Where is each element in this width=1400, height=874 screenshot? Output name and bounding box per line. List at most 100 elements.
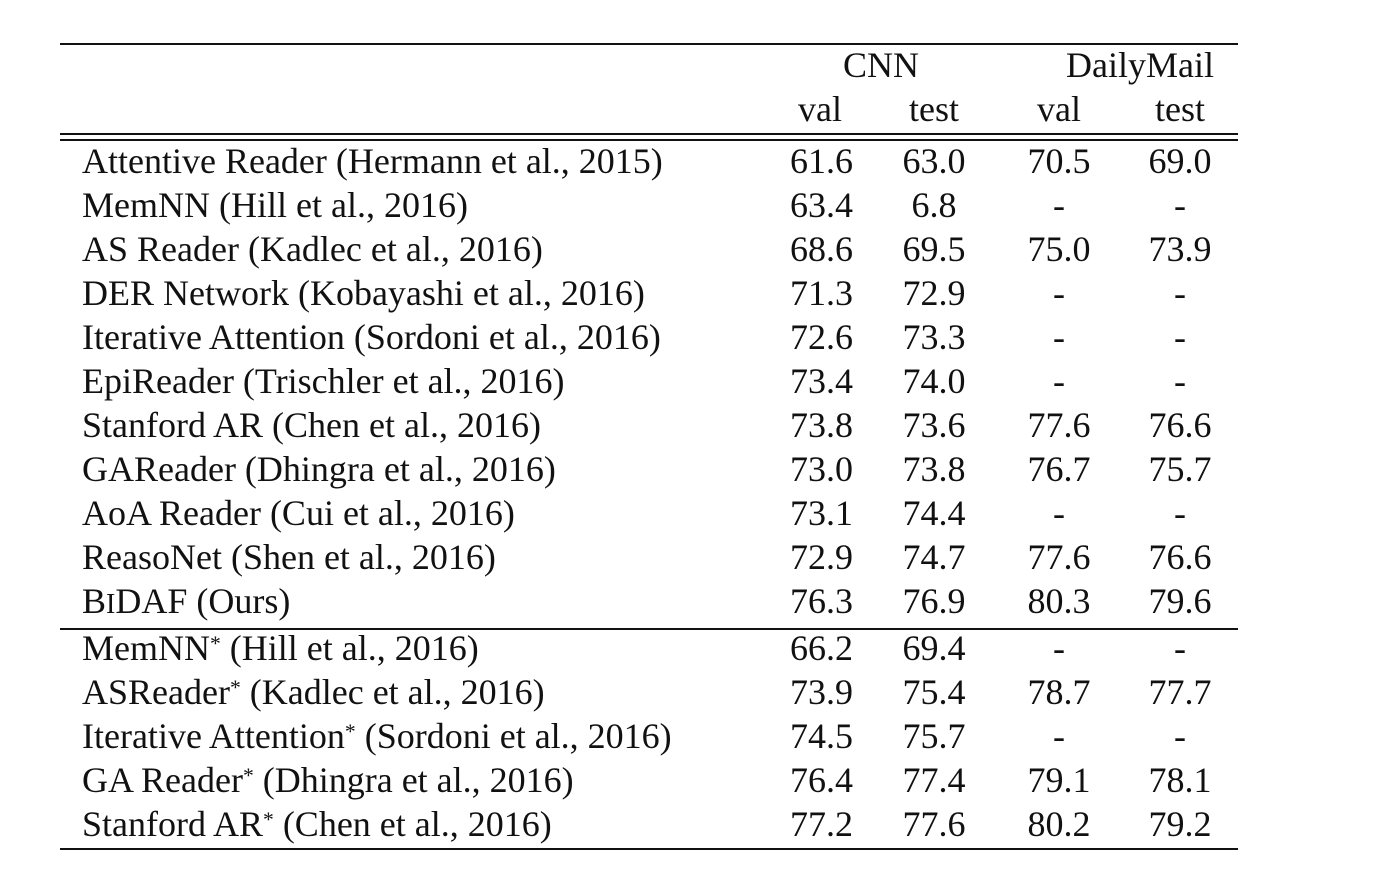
header-cnn-test: test	[909, 89, 959, 129]
ensemble-results-body: MemNN* (Hill et al., 2016) 66.2 69.4- - ASRe…	[60, 626, 1238, 846]
dm-test-cell: 77.7	[1148, 672, 1212, 712]
dm-val-cell: -	[1053, 185, 1066, 225]
table-row-ensemble: Iterative Attention* (Sordoni et al., 20…	[60, 714, 1238, 758]
model-name-cell: AS Reader (Kadlec et al., 2016)	[82, 229, 543, 269]
table-row: Iterative Attention (Sordoni et al., 201…	[60, 315, 1238, 359]
bottom-rule	[60, 848, 1238, 850]
cnn-test-ours: 76.9	[902, 581, 966, 621]
model-name: Stanford AR	[82, 804, 264, 844]
cnn-val-cell: 73.0	[790, 449, 853, 489]
dm-test-cell: -	[1174, 716, 1187, 756]
dm-val-cell: -	[1053, 273, 1066, 313]
table-row: AS Reader (Kadlec et al., 2016) 68.6 69.5 7…	[60, 227, 1238, 271]
cnn-val-cell: 63.4	[790, 185, 853, 225]
dm-val-cell: 76.7	[1027, 449, 1091, 489]
table-row-ensemble: MemNN* (Hill et al., 2016) 66.2 69.4- -	[60, 626, 1238, 670]
model-name-rest: DAF (Ours)	[115, 580, 291, 621]
dm-test-cell: 73.9	[1148, 229, 1212, 269]
header-cnn: CNN	[843, 45, 920, 85]
results-table: CNN DailyMail val test val test Attentiv…	[60, 43, 1238, 846]
model-name-cell: Iterative Attention (Sordoni et al., 201…	[82, 317, 661, 357]
cnn-test-cell: 73.8	[902, 449, 966, 489]
dm-test-cell: 69.0	[1148, 141, 1212, 181]
dm-val-cell: 75.0	[1027, 229, 1091, 269]
dm-val-cell: -	[1053, 493, 1066, 533]
table-row: Stanford AR (Chen et al., 2016) 73.8 73.6 7…	[60, 403, 1238, 447]
model-name-cell: ReasoNet (Shen et al., 2016)	[82, 537, 496, 577]
model-name-cell: ASReader* (Kadlec et al., 2016)	[60, 670, 790, 714]
top-rule	[60, 43, 1238, 45]
header-double-rule-bottom	[60, 139, 1238, 141]
ensemble-divider-rule	[60, 628, 1238, 630]
dm-val-cell: 80.2	[1027, 804, 1091, 844]
header-model-blank	[60, 43, 790, 87]
ensemble-marker: *	[242, 763, 254, 788]
cnn-test-cell: 73.6	[902, 405, 966, 445]
cnn-val-cell: 77.2	[790, 804, 853, 844]
cnn-val-cell: 66.2	[790, 628, 853, 668]
model-name-cell: MemNN (Hill et al., 2016)	[82, 185, 468, 225]
model-name-cell: AoA Reader (Cui et al., 2016)	[82, 493, 515, 533]
cnn-val-cell: 68.6	[790, 229, 853, 269]
dm-test-ours: 79.6	[1148, 581, 1212, 621]
dm-test-cell: 75.7	[1148, 449, 1212, 489]
main-results-body: Attentive Reader (Hermann et al., 2015) 6…	[60, 139, 1238, 579]
table-row-ensemble: GA Reader* (Dhingra et al., 2016) 76.4 77.…	[60, 758, 1238, 802]
cnn-val-cell: 73.4	[790, 361, 853, 401]
model-citation: (Hill et al., 2016)	[220, 628, 479, 668]
dm-test-cell: 76.6	[1148, 405, 1212, 445]
table-row: MemNN (Hill et al., 2016) 63.4 6.8 - -	[60, 183, 1238, 227]
cnn-test-cell: 74.7	[902, 537, 966, 577]
dm-val-cell: -	[1053, 628, 1066, 668]
cnn-val-cell: 74.5	[790, 716, 853, 756]
cnn-val-cell: 72.6	[790, 317, 853, 357]
ensemble-marker: *	[210, 631, 221, 656]
ensemble-marker: *	[229, 675, 241, 700]
cnn-test-cell: 63.0	[902, 141, 966, 181]
model-name-cell: GAReader (Dhingra et al., 2016)	[82, 449, 556, 489]
cnn-test-cell: 74.0	[902, 361, 966, 401]
cnn-test-cell: 74.4	[902, 493, 966, 533]
table-row: Attentive Reader (Hermann et al., 2015) 6…	[60, 139, 1238, 183]
ours-body: BIDAF (Ours) 76.3 76.9 80.3 79.6	[60, 579, 1238, 626]
model-name-cell: Attentive Reader (Hermann et al., 2015)	[82, 141, 663, 181]
table-row-ensemble: ASReader* (Kadlec et al., 2016) 73.9 75.4 7…	[60, 670, 1238, 714]
model-name-cell: Iterative Attention* (Sordoni et al., 20…	[60, 714, 790, 758]
dm-test-cell: -	[1174, 361, 1187, 401]
model-name-cell: Stanford AR* (Chen et al., 2016)	[60, 802, 790, 846]
table-row: AoA Reader (Cui et al., 2016) 73.1 74.4 - -	[60, 491, 1238, 535]
cnn-test-cell: 73.3	[902, 317, 966, 357]
cnn-test-cell: 69.5	[902, 229, 966, 269]
table-row-ensemble: Stanford AR* (Chen et al., 2016) 77.2 77.6…	[60, 802, 1238, 846]
dm-test-cell: -	[1174, 628, 1187, 668]
model-name: Iterative Attention	[82, 716, 345, 756]
cnn-val-cell: 72.9	[790, 537, 853, 577]
header-dm-val: val	[1037, 89, 1081, 129]
cnn-val-cell: 73.8	[790, 405, 853, 445]
dm-val-cell: -	[1053, 716, 1066, 756]
table-row-ours: BIDAF (Ours) 76.3 76.9 80.3 79.6	[60, 579, 1238, 623]
table-row: GAReader (Dhingra et al., 2016) 73.0 73.8 7…	[60, 447, 1238, 491]
model-name-cell: DER Network (Kobayashi et al., 2016)	[82, 273, 645, 313]
cnn-test-cell: 72.9	[902, 273, 966, 313]
dm-test-cell: 79.2	[1148, 804, 1212, 844]
cnn-test-cell: 75.4	[902, 672, 966, 712]
header-dm-test: test	[1155, 89, 1206, 129]
cnn-val-cell: 71.3	[790, 273, 853, 313]
model-name-cell: Stanford AR (Chen et al., 2016)	[82, 405, 541, 445]
cnn-val-cell: 73.9	[790, 672, 853, 712]
dm-val-cell: 77.6	[1027, 405, 1091, 445]
dm-val-cell: -	[1053, 317, 1066, 357]
model-name: MemNN	[82, 628, 210, 668]
model-citation: (Chen et al., 2016)	[273, 804, 552, 844]
dm-val-cell: 79.1	[1027, 760, 1091, 800]
ensemble-marker: *	[344, 719, 356, 744]
model-citation: (Dhingra et al., 2016)	[253, 760, 574, 800]
table-header: CNN DailyMail val test val test	[60, 43, 1238, 139]
header-subcolumn-row: val test val test	[60, 87, 1238, 131]
model-name-ours: BIDAF (Ours)	[60, 579, 790, 623]
dm-val-cell: 70.5	[1027, 141, 1091, 181]
dm-val-ours: 80.3	[1027, 581, 1091, 621]
cnn-test-cell: 75.7	[902, 716, 966, 756]
cnn-val-ours: 76.3	[790, 581, 853, 621]
